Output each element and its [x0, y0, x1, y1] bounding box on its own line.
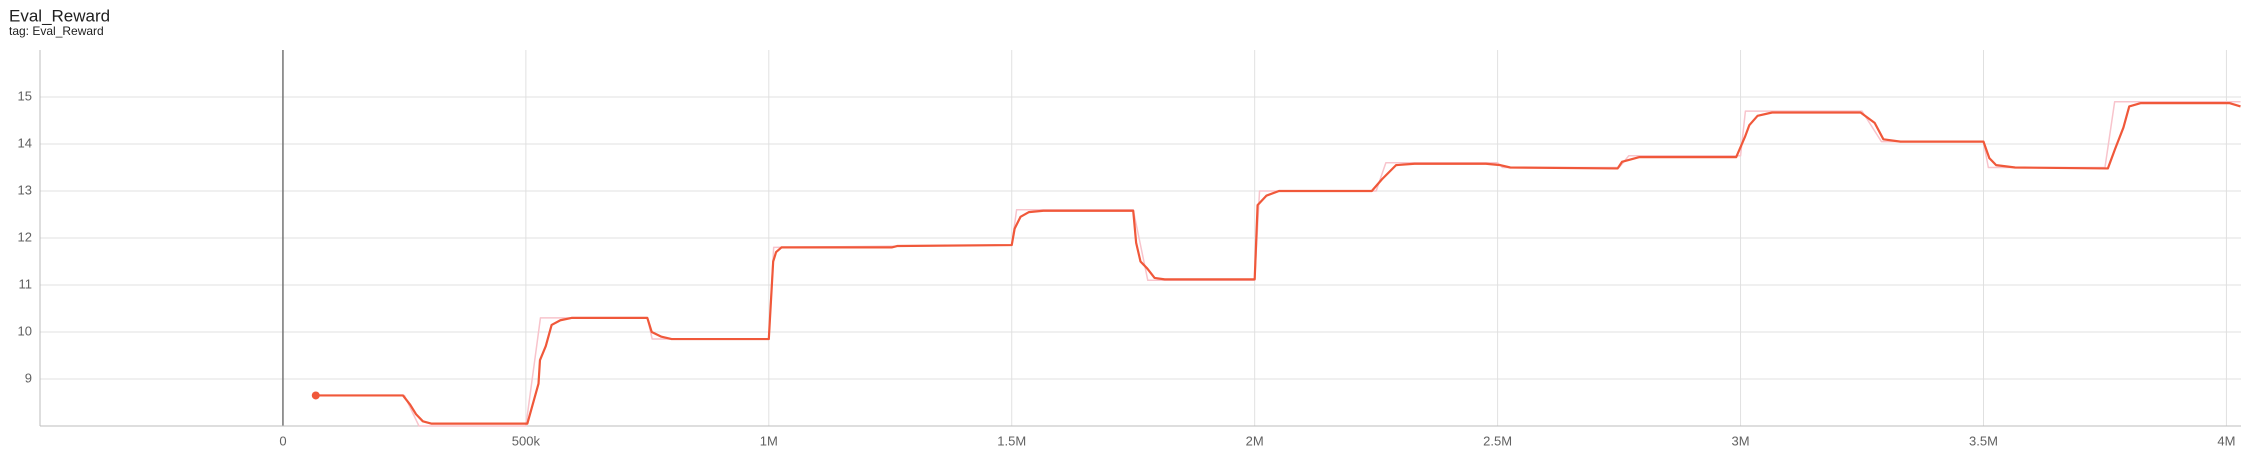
x-tick-label: 2.5M [1483, 433, 1512, 448]
start-point [311, 391, 320, 400]
x-tick-label: 1.5M [997, 433, 1026, 448]
x-tick-label: 4M [2217, 433, 2235, 448]
y-tick-label: 13 [18, 182, 32, 197]
y-tick-label: 11 [19, 276, 33, 291]
x-tick-label: 2M [1246, 433, 1264, 448]
y-tick-label: 12 [18, 229, 32, 244]
chart-title: Eval_Reward [9, 6, 110, 25]
x-tick-label: 1M [760, 433, 778, 448]
x-tick-label: 3M [1732, 433, 1750, 448]
x-tick-label: 3.5M [1969, 433, 1998, 448]
y-tick-label: 14 [18, 135, 32, 150]
y-tick-label: 15 [18, 88, 32, 103]
x-tick-label: 0 [279, 433, 286, 448]
chart-subtitle: tag: Eval_Reward [9, 24, 104, 38]
series-line [315, 102, 2241, 425]
series-line [315, 100, 2241, 427]
y-tick-label: 10 [18, 323, 32, 338]
x-tick-label: 500k [512, 433, 541, 448]
y-tick-label: 9 [25, 370, 32, 385]
